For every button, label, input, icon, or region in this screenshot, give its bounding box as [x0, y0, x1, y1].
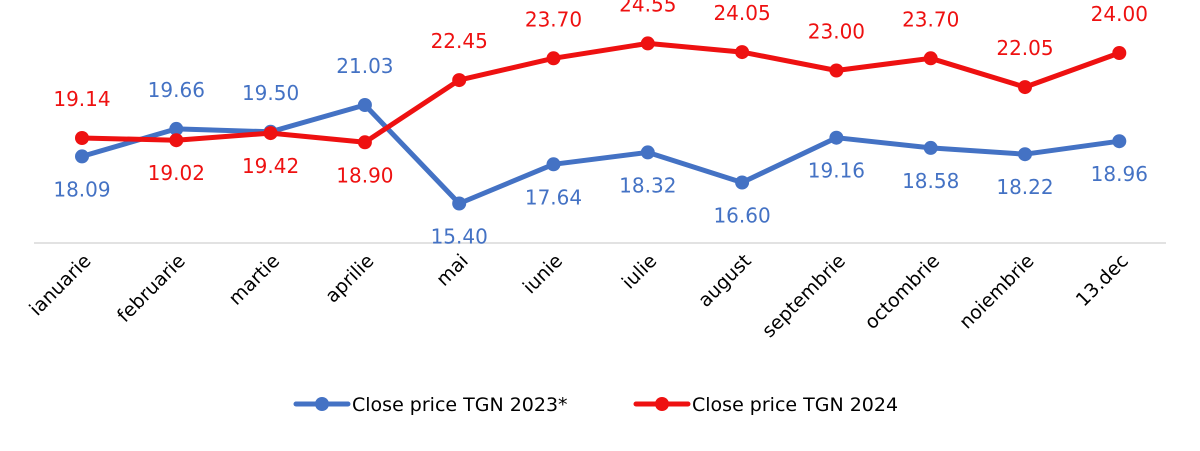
data-label: 23.70	[525, 7, 582, 31]
x-axis-ticks: ianuarie februarie martie aprilie mai iunie iu…	[25, 250, 1133, 342]
data-label: 18.22	[996, 175, 1053, 199]
data-label: 19.14	[53, 87, 110, 111]
data-label: 24.05	[713, 1, 770, 25]
x-tick-label: septembrie	[758, 250, 850, 342]
data-point	[263, 126, 278, 141]
data-label: 18.32	[619, 173, 676, 197]
x-tick-label: aprilie	[321, 250, 378, 307]
x-tick-label: 13.dec	[1072, 250, 1133, 311]
data-point	[735, 175, 750, 190]
data-label: 18.90	[336, 163, 393, 187]
data-point	[1018, 147, 1032, 162]
data-point	[1112, 46, 1127, 60]
legend-item-1: Close price TGN 2023*	[293, 394, 568, 416]
legend-item-2: Close price TGN 2024	[633, 394, 898, 416]
data-label: 18.96	[1091, 162, 1148, 186]
data-point	[640, 145, 655, 160]
data-point	[640, 36, 655, 51]
data-label: 23.00	[808, 20, 865, 44]
legend-label: Close price TGN 2023*	[352, 394, 568, 416]
x-tick-label: noiembrie	[955, 250, 1038, 333]
data-labels-layer: 18.09 19.66 19.50 21.03 15.40 17.64 18.32 16.60…	[53, 0, 1148, 249]
data-label: 19.66	[148, 78, 205, 102]
x-tick-label: ianuarie	[25, 250, 95, 320]
series-line-1	[79, 102, 1122, 206]
x-tick-label: octombrie	[860, 250, 944, 334]
data-point	[169, 121, 184, 136]
data-point	[546, 157, 561, 172]
x-tick-label: iulie	[618, 250, 662, 294]
data-label: 19.42	[242, 154, 299, 178]
series-1	[75, 98, 1127, 211]
data-label: 24.00	[1091, 2, 1148, 26]
data-point	[735, 45, 750, 60]
x-tick-label: martie	[224, 250, 284, 310]
legend-marker	[315, 397, 329, 411]
x-tick-label: iunie	[519, 250, 567, 298]
data-point	[357, 135, 372, 150]
data-point	[357, 98, 372, 112]
x-tick-label: februarie	[113, 250, 190, 327]
data-label: 21.03	[336, 54, 393, 78]
data-label: 19.16	[808, 159, 865, 183]
data-label: 23.70	[902, 7, 959, 31]
data-point	[452, 73, 467, 88]
data-point	[546, 51, 561, 66]
data-label: 19.50	[242, 81, 299, 105]
series-layer	[75, 36, 1127, 211]
data-label: 18.58	[902, 169, 959, 193]
data-point	[1112, 134, 1127, 149]
data-label: 22.45	[431, 29, 488, 53]
data-point	[829, 130, 844, 145]
data-label: 24.55	[619, 0, 676, 16]
data-label: 19.02	[148, 161, 205, 185]
data-point	[1018, 80, 1032, 95]
x-tick-label: mai	[432, 250, 473, 291]
data-point	[75, 131, 89, 145]
data-point	[923, 140, 938, 155]
x-tick-label: august	[694, 250, 756, 312]
legend-marker	[655, 397, 669, 411]
data-point	[452, 196, 467, 211]
series-2	[75, 36, 1127, 150]
data-label: 15.40	[431, 225, 488, 249]
data-label: 16.60	[713, 204, 770, 228]
data-label: 22.05	[996, 36, 1053, 60]
data-point	[169, 133, 184, 148]
series-line-2	[79, 40, 1122, 145]
data-point	[923, 51, 938, 66]
data-point	[829, 63, 844, 78]
legend-label: Close price TGN 2024	[692, 394, 898, 416]
data-label: 18.09	[53, 177, 110, 201]
data-point	[75, 149, 89, 164]
legend: Close price TGN 2023* Close price TGN 202…	[293, 394, 898, 416]
data-label: 17.64	[525, 185, 582, 209]
